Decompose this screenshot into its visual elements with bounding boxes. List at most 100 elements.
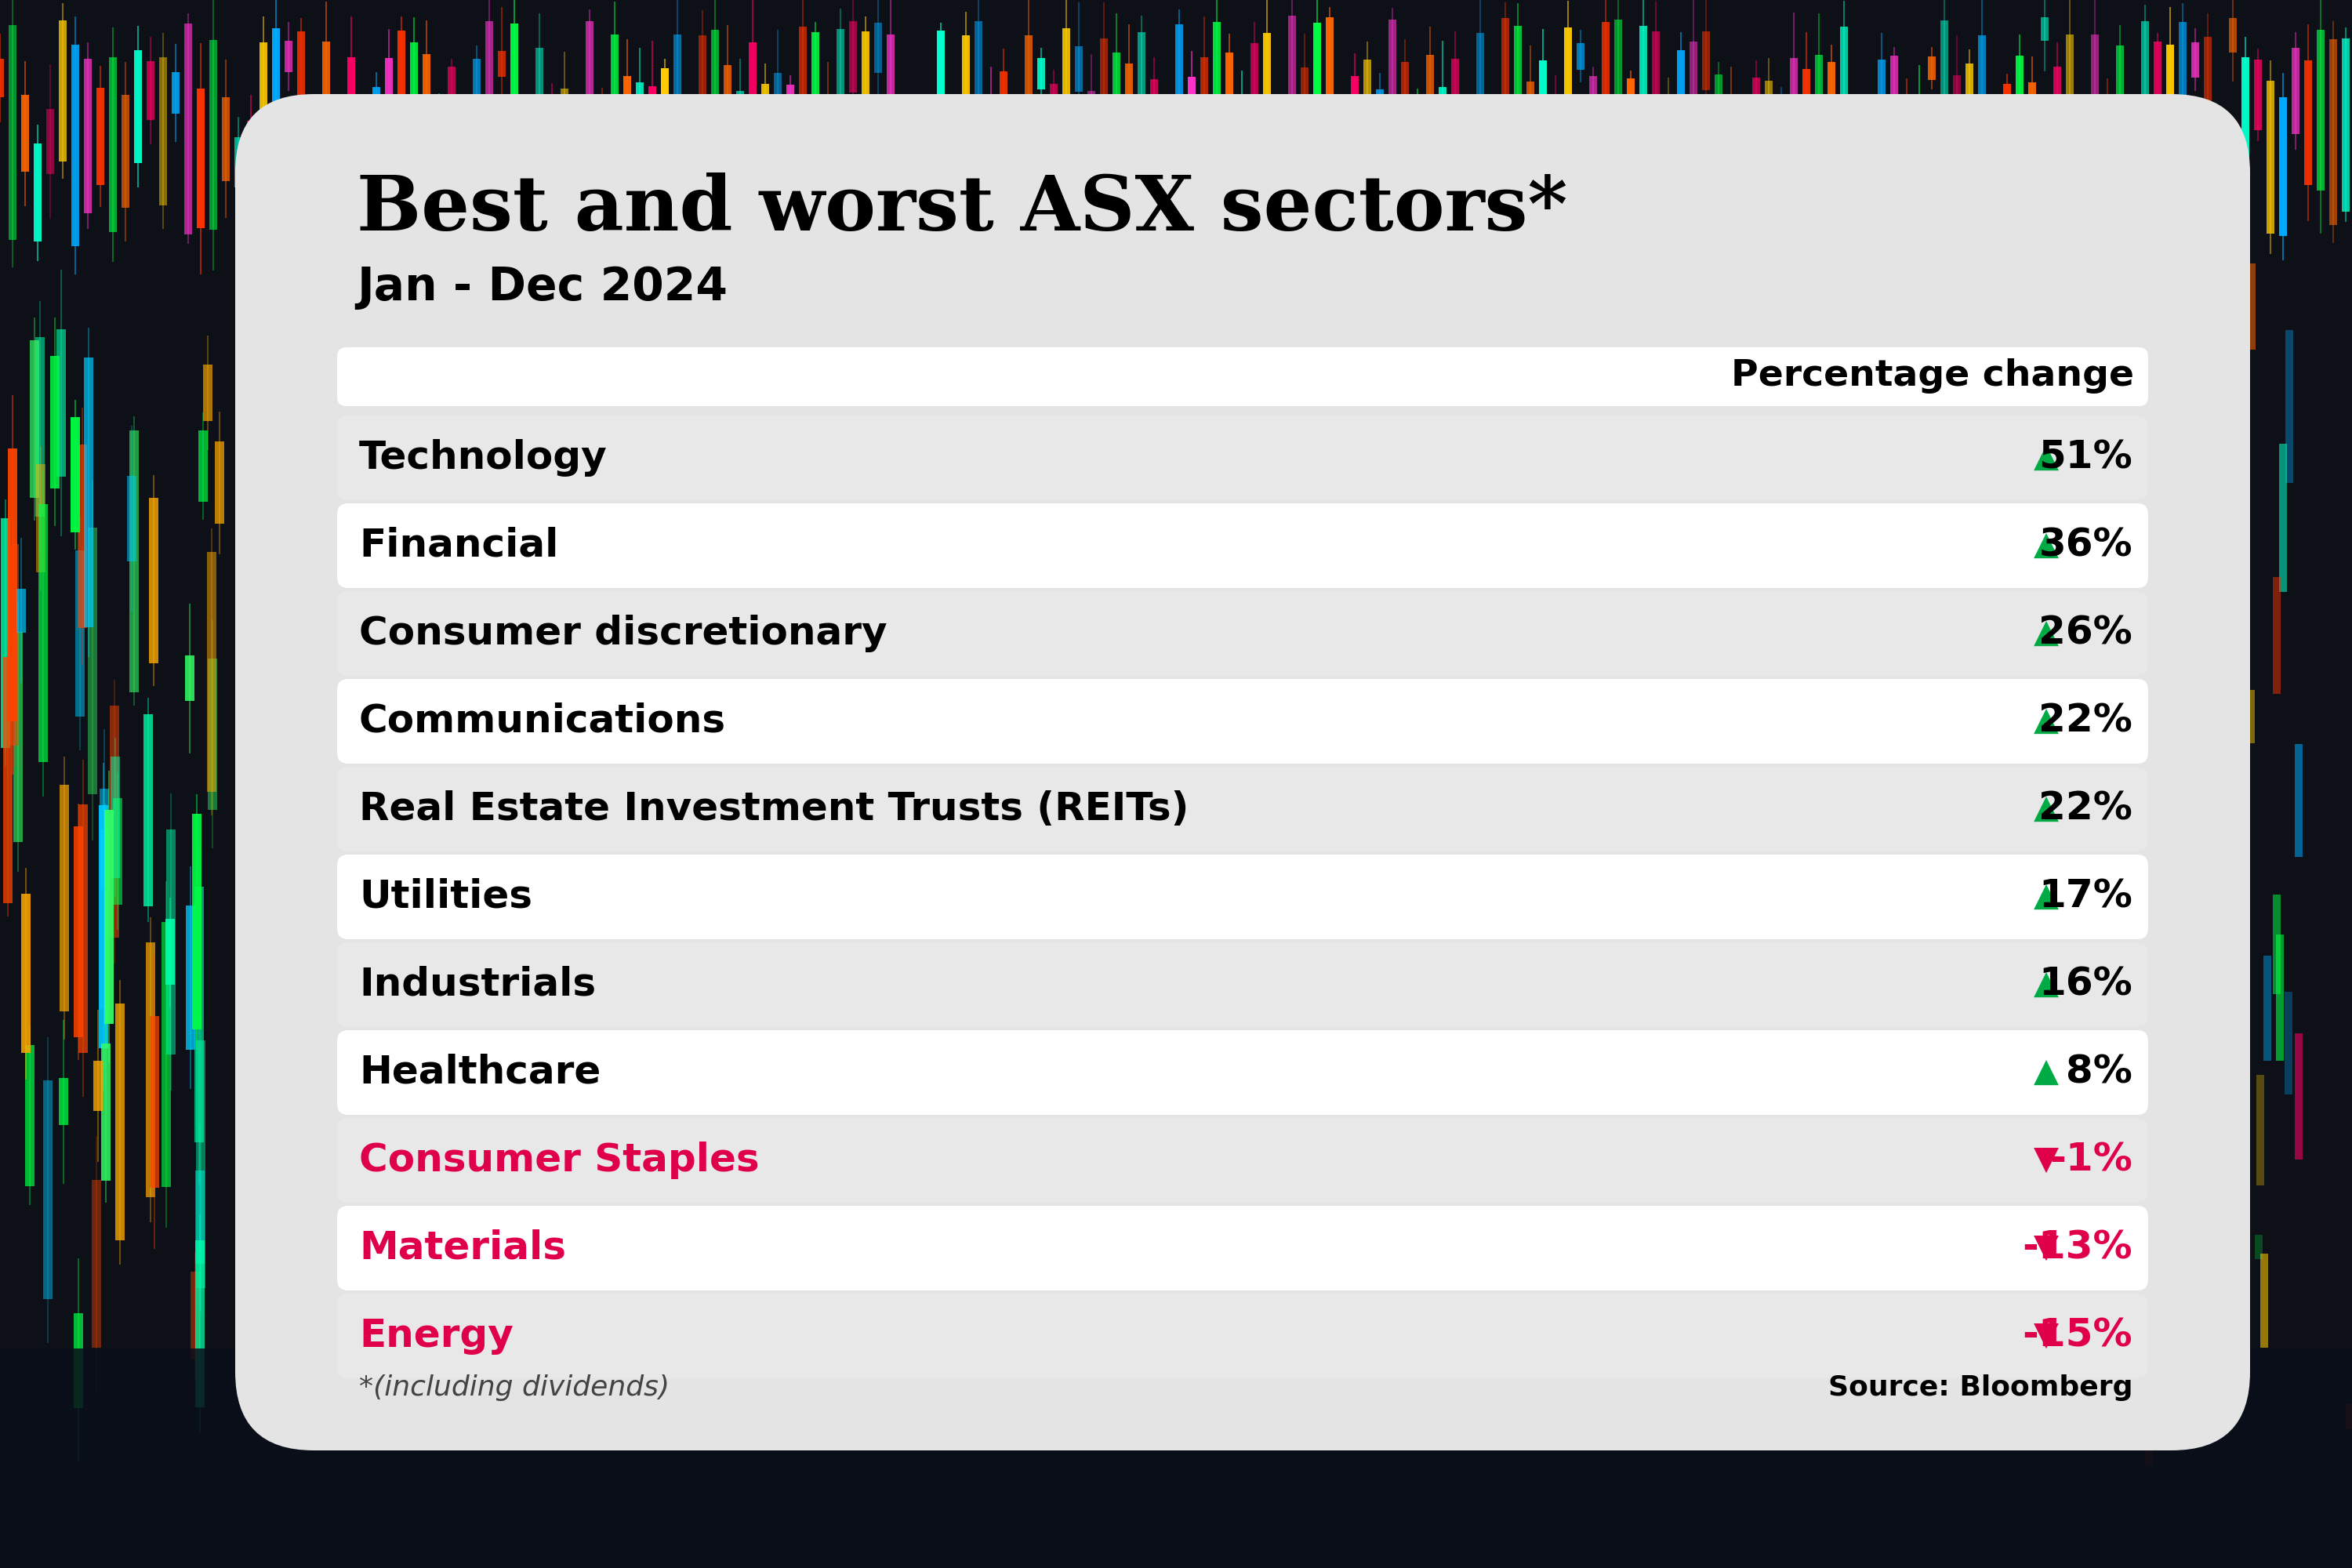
Text: Consumer discretionary: Consumer discretionary [360, 615, 887, 652]
Bar [2218, 950, 2227, 977]
Bar [1839, 27, 1849, 187]
Bar [59, 20, 66, 162]
Bar [1338, 124, 1345, 201]
Bar [14, 632, 24, 842]
Bar [1764, 82, 1773, 125]
Bar [285, 41, 292, 72]
Bar [1639, 25, 1646, 240]
Bar [2277, 935, 2284, 1060]
Bar [85, 358, 94, 627]
Text: 22%: 22% [2039, 790, 2133, 828]
Bar [99, 789, 108, 1010]
Bar [1350, 75, 1359, 218]
Bar [1150, 80, 1157, 209]
Bar [2249, 263, 2256, 350]
Bar [597, 107, 607, 176]
Bar [950, 140, 957, 172]
Bar [1312, 22, 1322, 172]
Bar [1628, 78, 1635, 221]
FancyBboxPatch shape [336, 1206, 2147, 1290]
Bar [2267, 82, 2274, 234]
Bar [1225, 53, 1232, 160]
Bar [510, 24, 517, 199]
Bar [2279, 97, 2286, 237]
Bar [1526, 82, 1534, 158]
Bar [924, 114, 931, 238]
Bar [151, 1016, 160, 1187]
Bar [0, 60, 5, 97]
Text: ▲: ▲ [2034, 530, 2058, 563]
Bar [2345, 1403, 2352, 1430]
Bar [1929, 56, 1936, 80]
Bar [1176, 25, 1183, 136]
Bar [849, 20, 856, 93]
Bar [1214, 22, 1221, 240]
Bar [2133, 350, 2143, 430]
Bar [2140, 22, 2150, 224]
Bar [191, 1272, 200, 1359]
Bar [94, 1060, 103, 1112]
FancyBboxPatch shape [235, 94, 2251, 1450]
Bar [1124, 64, 1134, 119]
Text: Percentage change: Percentage change [1731, 359, 2133, 394]
Bar [2296, 745, 2303, 858]
Bar [522, 166, 532, 194]
Text: -1%: -1% [2049, 1142, 2133, 1179]
Bar [2126, 706, 2133, 806]
Bar [2204, 36, 2211, 160]
Bar [1966, 64, 1973, 151]
Bar [1049, 85, 1058, 110]
Bar [2260, 1254, 2267, 1348]
Bar [78, 804, 87, 1052]
Bar [623, 75, 630, 246]
Text: ▲: ▲ [2034, 1057, 2058, 1088]
Bar [2220, 1185, 2230, 1327]
Bar [586, 20, 593, 224]
Bar [195, 886, 205, 1143]
FancyBboxPatch shape [336, 942, 2147, 1027]
Text: ▼: ▼ [2034, 1232, 2058, 1264]
Bar [1576, 42, 1585, 69]
Bar [56, 329, 66, 477]
Text: Real Estate Investment Trusts (REITs): Real Estate Investment Trusts (REITs) [360, 790, 1188, 828]
FancyBboxPatch shape [336, 679, 2147, 764]
Bar [71, 417, 80, 532]
Bar [1703, 31, 1710, 91]
Bar [386, 58, 393, 249]
Bar [1451, 60, 1458, 245]
Bar [143, 713, 153, 906]
Bar [2216, 146, 2225, 245]
Bar [0, 517, 9, 748]
Text: ▲: ▲ [2034, 967, 2058, 1002]
Bar [2145, 524, 2154, 586]
Bar [96, 88, 103, 185]
Bar [75, 550, 85, 717]
Text: 16%: 16% [2039, 966, 2133, 1004]
Bar [1564, 27, 1571, 240]
Text: Jan - Dec 2024: Jan - Dec 2024 [358, 265, 727, 310]
Bar [2004, 85, 2011, 246]
Bar [461, 185, 468, 221]
Bar [2272, 577, 2281, 695]
Text: 51%: 51% [2039, 439, 2133, 477]
Bar [2154, 41, 2161, 218]
Bar [1952, 75, 1962, 230]
Bar [1037, 58, 1044, 89]
Bar [2171, 472, 2178, 585]
Bar [1752, 78, 1759, 185]
FancyBboxPatch shape [336, 348, 2147, 406]
Bar [111, 757, 120, 878]
Bar [198, 89, 205, 229]
Bar [78, 444, 87, 627]
Bar [9, 544, 19, 746]
Bar [2131, 729, 2140, 861]
Bar [2133, 1025, 2140, 1168]
Bar [1689, 41, 1698, 202]
Bar [1865, 188, 1872, 241]
Bar [2263, 956, 2272, 1060]
Bar [2279, 444, 2286, 593]
Bar [2157, 602, 2164, 633]
Bar [1477, 33, 1484, 213]
Text: ▲: ▲ [2034, 706, 2058, 739]
Text: -15%: -15% [2023, 1317, 2133, 1355]
